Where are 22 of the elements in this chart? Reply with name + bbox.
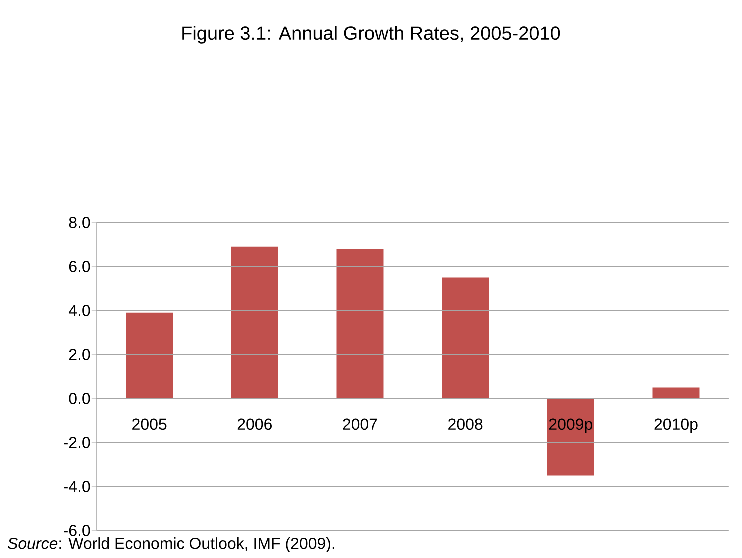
x-tick-label: 2010p [654,418,698,434]
bar [547,398,594,476]
x-tick-label: 2006 [238,418,272,430]
y-tick-label: 0.0 [69,393,90,404]
bar [336,249,384,399]
text: Source: World Economic Outlook, IMF (2009). [8,538,334,552]
y-tick-label: 8.0 [69,217,90,228]
x-tick-label: 2008 [448,418,483,430]
bar [442,278,490,399]
x-tick-label: 2005 [132,418,167,430]
y-tick-label: -6.0 [64,525,90,536]
x-tick-label: 2007 [343,418,378,430]
bar [652,388,700,399]
y-tick-label: 6.0 [69,261,90,272]
bar [126,312,174,399]
y-tick-label: 4.0 [68,305,90,316]
bar [231,246,278,399]
y-tick-label: -4.0 [64,481,90,492]
chart-title: Figure 3.1: Annual Growth Rates, 2005-2010 [182,26,560,44]
y-tick-label: -2.0 [64,437,90,448]
y-tick-label: 2.0 [69,349,90,360]
x-tick-label: 2009p [549,418,592,434]
